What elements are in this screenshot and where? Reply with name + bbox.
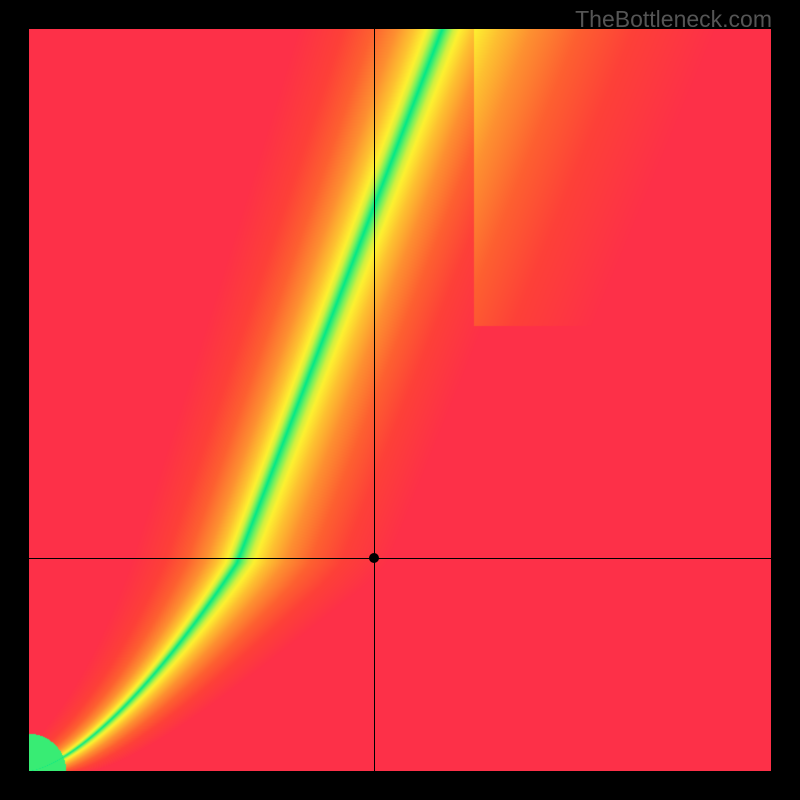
watermark-text: TheBottleneck.com — [575, 6, 772, 33]
crosshair-vertical — [374, 29, 375, 771]
crosshair-marker-dot — [369, 553, 379, 563]
heatmap-canvas — [29, 29, 771, 771]
heatmap-plot — [29, 29, 771, 771]
crosshair-horizontal — [29, 558, 771, 559]
